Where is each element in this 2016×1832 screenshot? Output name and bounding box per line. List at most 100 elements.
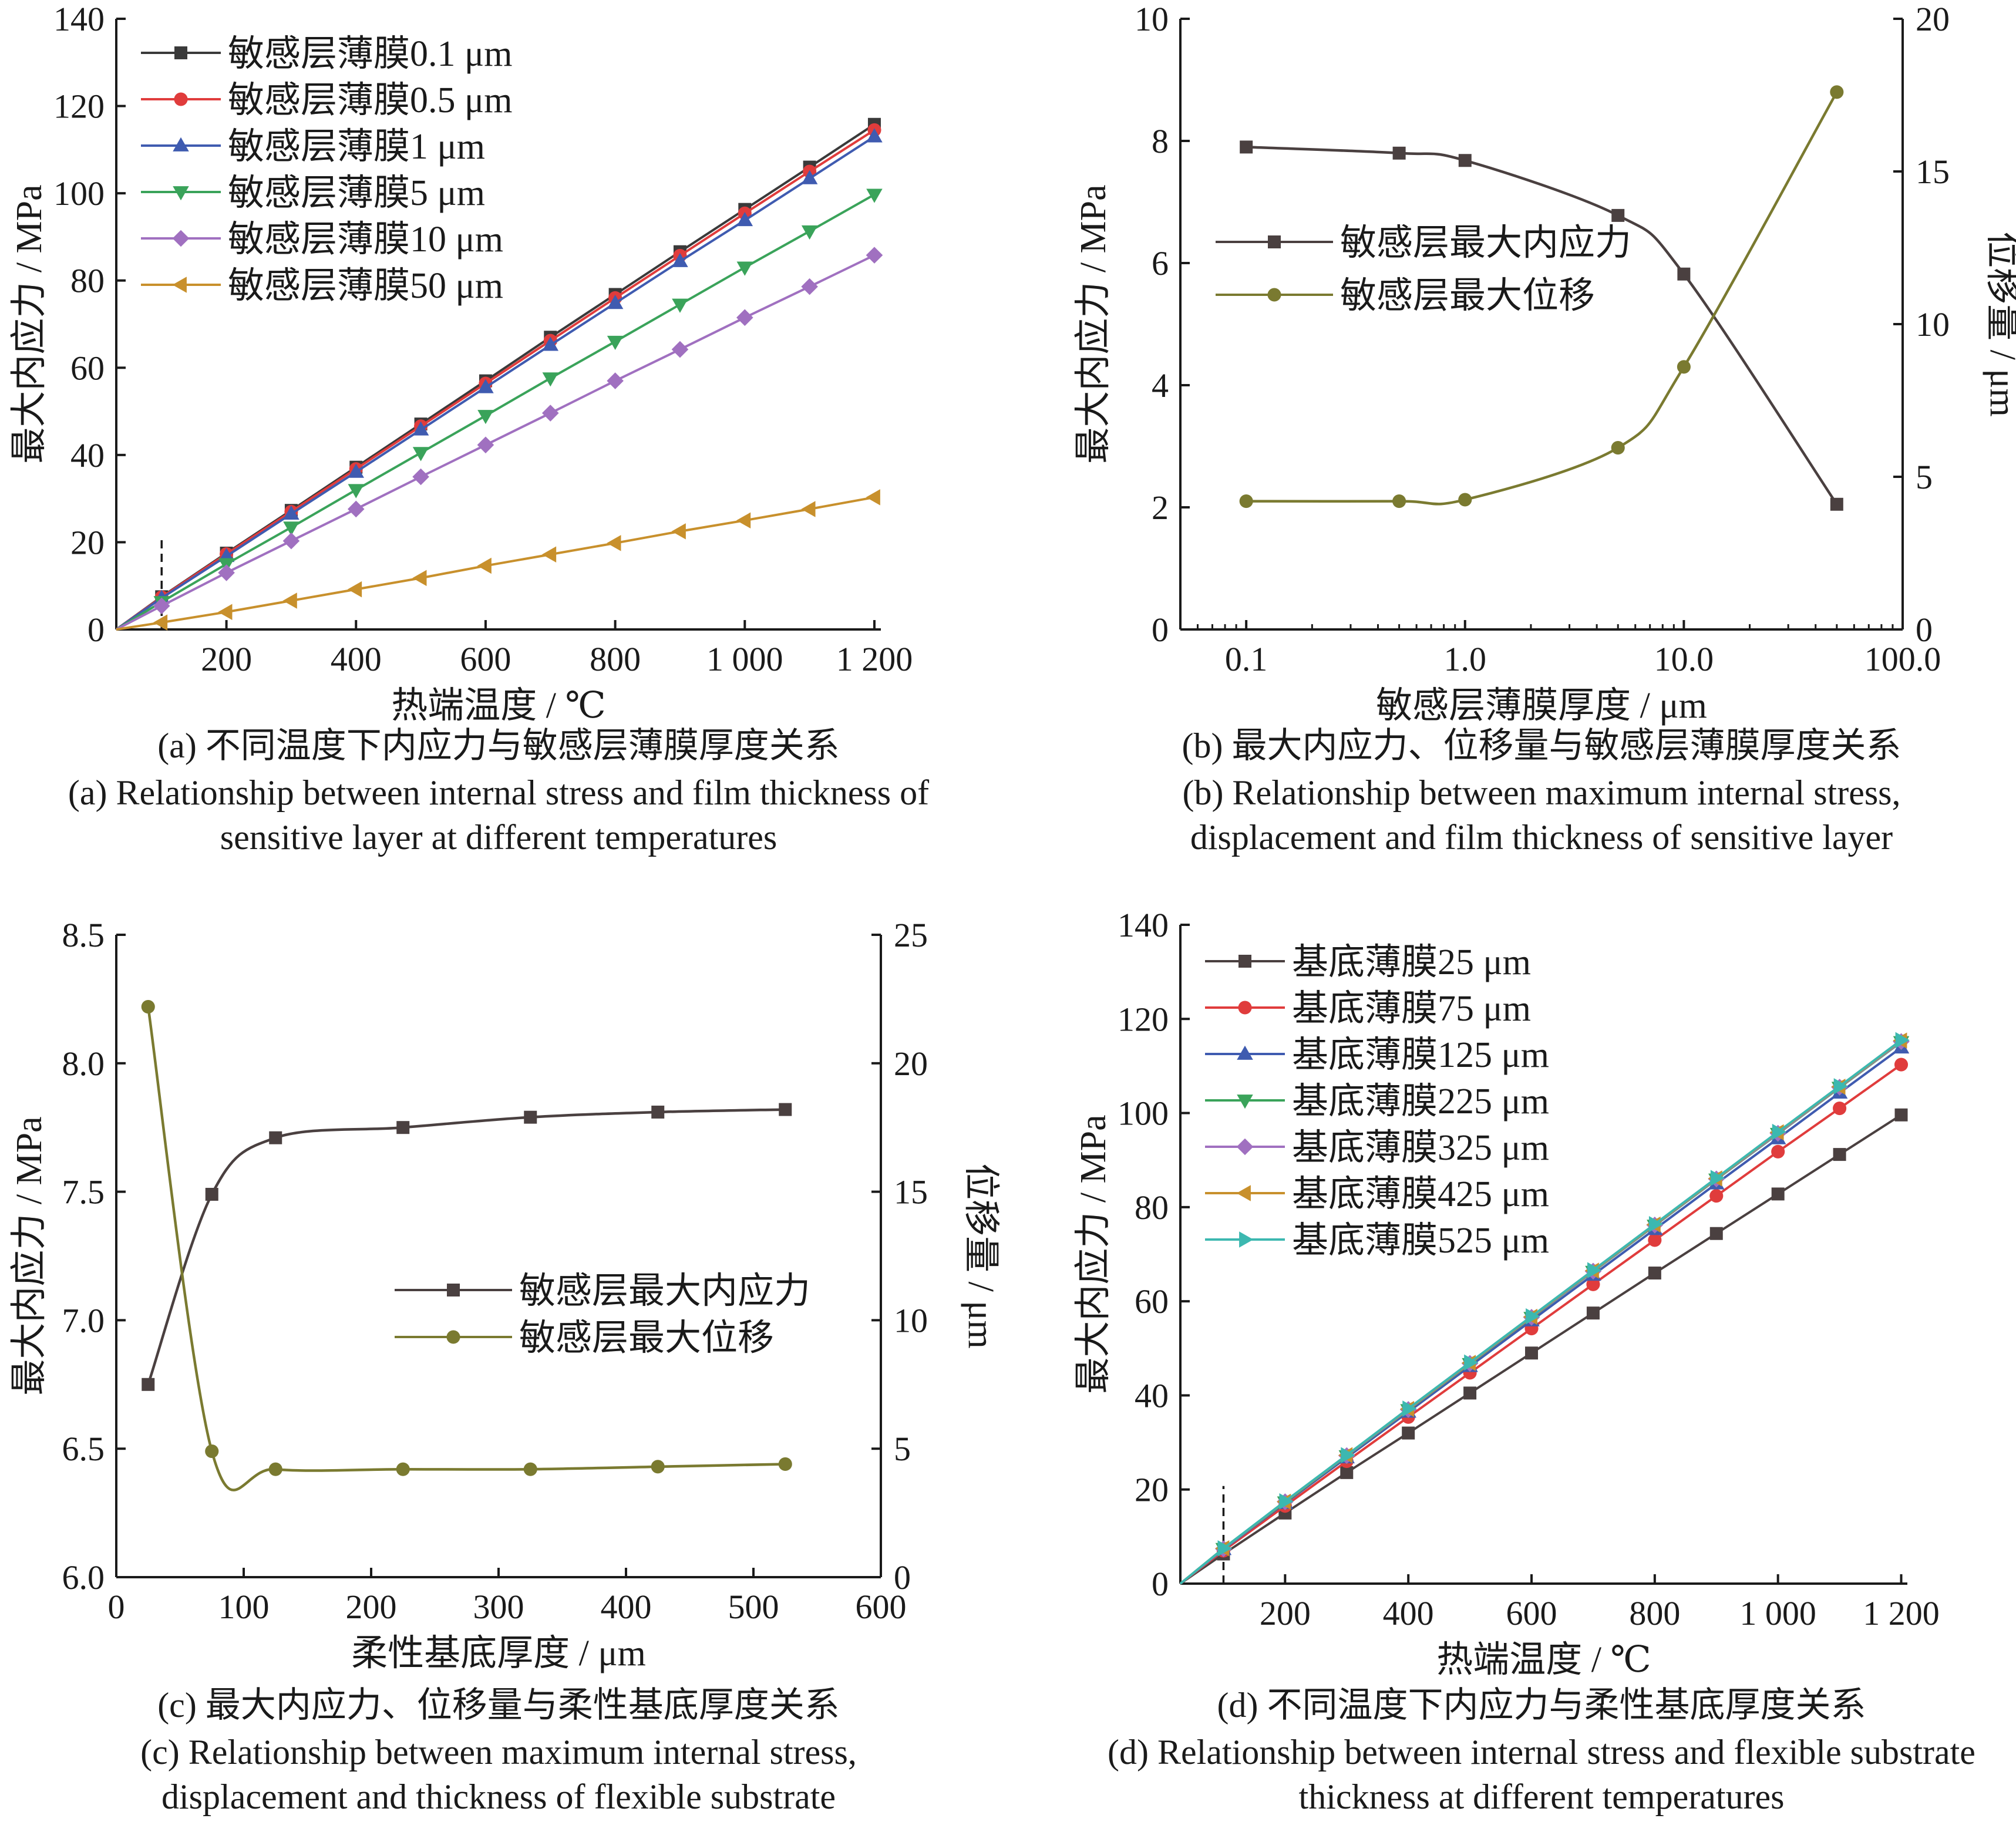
data-point (1611, 441, 1625, 455)
series-a-3 (115, 188, 883, 631)
x-tick-label: 1 000 (706, 640, 783, 678)
caption-en-line: displacement and thickness of flexible s… (161, 1777, 836, 1816)
caption-cn: (b) 最大内应力、位移量与敏感层薄膜厚度关系 (1182, 726, 1901, 765)
data-point (607, 335, 624, 351)
x-tick-label: 800 (1629, 1594, 1680, 1632)
data-point (412, 421, 429, 436)
legend-marker (1239, 1231, 1254, 1248)
y2-tick-label: 5 (894, 1430, 911, 1468)
x-tick-label: 100 (218, 1588, 270, 1626)
data-point (1340, 1466, 1354, 1479)
x-axis-label: 敏感层薄膜厚度 / μm (1376, 686, 1707, 726)
data-point (1217, 1540, 1232, 1557)
data-point (1458, 154, 1472, 167)
x-tick-label: 600 (460, 640, 511, 678)
series-d-6 (1179, 1032, 1910, 1585)
data-point (1526, 1308, 1540, 1325)
data-point (671, 523, 686, 540)
y-tick-label: 7.5 (62, 1173, 105, 1211)
series-b-1 (1239, 85, 1844, 508)
y-tick-label: 100 (53, 174, 105, 213)
data-point (477, 410, 494, 425)
y-axis-label: 最大内应力 / MPa (1073, 184, 1113, 463)
y2-axis-label: 位移量 / μm (1983, 231, 2016, 417)
legend-marker (1237, 1095, 1253, 1109)
data-point (268, 1462, 282, 1476)
data-point (269, 1131, 282, 1144)
data-point (1463, 1386, 1477, 1400)
caption-a: (a) 不同温度下内应力与敏感层薄膜厚度关系 (a) Relationship b… (68, 726, 929, 857)
data-point (1392, 494, 1406, 508)
data-point (1464, 1354, 1479, 1371)
data-point (607, 372, 624, 389)
caption-en-line: (d) Relationship between internal stress… (1108, 1733, 1975, 1772)
data-point (1648, 1233, 1662, 1247)
x-tick-label: 600 (856, 1588, 907, 1626)
legend-a: 敏感层薄膜0.1 μm 敏感层薄膜0.5 μm 敏感层薄膜1 μm 敏感层薄膜5 μm… (141, 34, 512, 306)
data-point (1833, 1078, 1848, 1095)
x-tick-label: 200 (346, 1588, 397, 1626)
y-tick-label: 80 (70, 262, 105, 300)
data-point (1279, 1493, 1294, 1510)
caption-en-line: displacement and film thickness of sensi… (1190, 818, 1893, 857)
data-point (282, 532, 300, 550)
legend-marker (173, 186, 189, 201)
x-tick-label: 200 (201, 640, 252, 678)
series-c-0 (142, 1103, 792, 1391)
y-axis-label: 最大内应力 / MPa (9, 184, 49, 463)
legend-marker (172, 277, 187, 293)
y2-tick-label: 20 (1916, 0, 1950, 38)
data-point (348, 463, 365, 478)
data-point (396, 1121, 410, 1134)
y-tick-label: 100 (1118, 1095, 1169, 1133)
legend-marker (172, 230, 190, 247)
x-tick-label: 0 (108, 1588, 125, 1626)
legend-label: 基底薄膜525 μm (1292, 1221, 1549, 1261)
caption-cn: (d) 不同温度下内应力与柔性基底厚度关系 (1217, 1686, 1866, 1725)
legend-label: 基底薄膜125 μm (1292, 1035, 1549, 1075)
y-axis-label: 最大内应力 / MPa (1073, 1114, 1113, 1393)
y-tick-label: 60 (70, 349, 105, 387)
legend-marker (447, 1284, 460, 1296)
data-point (779, 1103, 792, 1116)
data-point (477, 557, 492, 574)
caption-b: (b) 最大内应力、位移量与敏感层薄膜厚度关系 (b) Relationship … (1182, 726, 1901, 857)
data-point (607, 295, 624, 309)
data-point (1525, 1346, 1539, 1360)
data-point (524, 1110, 537, 1124)
data-point (282, 592, 297, 609)
data-point (1895, 1032, 1910, 1049)
x-tick-label: 400 (331, 640, 382, 678)
y2-axis-label: 位移量 / μm (961, 1163, 1001, 1349)
legend-marker (174, 92, 188, 106)
caption-en-line: (b) Relationship between maximum interna… (1182, 773, 1900, 812)
series-line (1246, 146, 1838, 506)
data-point (607, 535, 621, 551)
data-point (866, 489, 880, 506)
y-tick-label: 6.5 (62, 1430, 105, 1468)
data-point (1894, 1058, 1909, 1072)
data-point (651, 1460, 665, 1474)
data-point (141, 999, 155, 1014)
data-point (736, 309, 753, 326)
data-point (1611, 208, 1625, 222)
data-point (801, 225, 818, 240)
series-a-4 (116, 247, 883, 631)
y2-tick-label: 20 (894, 1045, 928, 1083)
data-point (801, 278, 818, 295)
data-point (1392, 146, 1406, 160)
data-point (671, 341, 689, 358)
series-a-5 (116, 489, 880, 631)
data-point (1709, 1189, 1724, 1203)
data-point (736, 211, 753, 227)
data-point (412, 570, 427, 587)
data-point (1771, 1144, 1785, 1159)
data-point (412, 468, 429, 486)
series-d-0 (1179, 1108, 1908, 1585)
x-tick-label: 0.1 (1225, 640, 1268, 678)
y2-tick-label: 5 (1916, 458, 1933, 496)
data-point (477, 379, 494, 393)
caption-cn: (c) 最大内应力、位移量与柔性基底厚度关系 (157, 1686, 840, 1725)
y-tick-label: 120 (53, 87, 105, 126)
